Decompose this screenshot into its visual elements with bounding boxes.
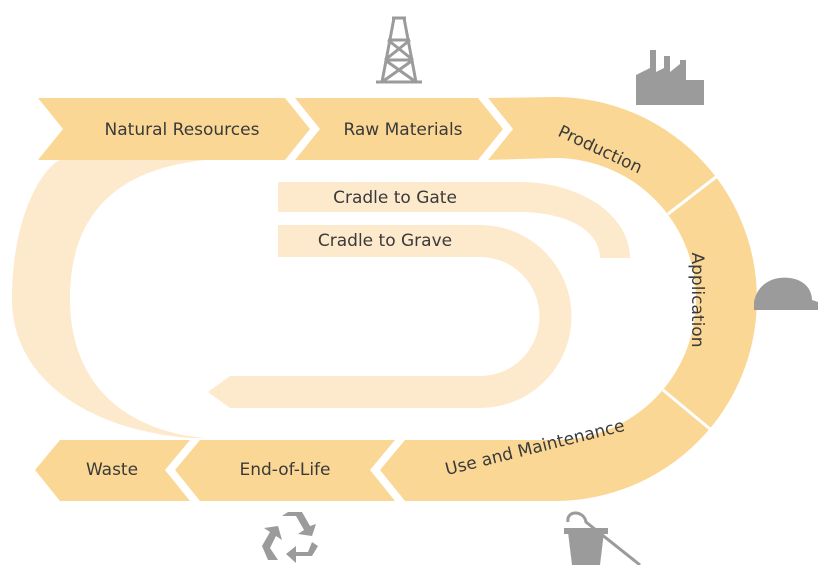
- stage-arrow: [38, 98, 310, 160]
- stage-label: Natural Resources: [105, 120, 260, 140]
- scope-label: Cradle to Grave: [318, 231, 452, 251]
- bucket-icon: [564, 511, 641, 565]
- stage-arrow: [295, 98, 503, 160]
- factory-icon: [636, 50, 704, 105]
- divider: [662, 388, 711, 431]
- divider: [667, 175, 717, 216]
- derrick-icon: [376, 16, 422, 84]
- stage-label: Waste: [86, 460, 138, 480]
- stage-arrow: [35, 440, 190, 501]
- left-track: [12, 160, 205, 438]
- stage-label: Raw Materials: [343, 120, 462, 140]
- gate-track: [278, 182, 630, 258]
- grave-track: [208, 225, 572, 408]
- stage-label: End-of-Life: [240, 460, 331, 480]
- scope-label: Cradle to Gate: [333, 188, 457, 208]
- stage-label: Application: [687, 253, 707, 348]
- hardhat-icon: [754, 277, 818, 310]
- stage-ring: [380, 97, 757, 501]
- stage-arrow: [175, 440, 395, 501]
- recycle-icon: [262, 512, 318, 563]
